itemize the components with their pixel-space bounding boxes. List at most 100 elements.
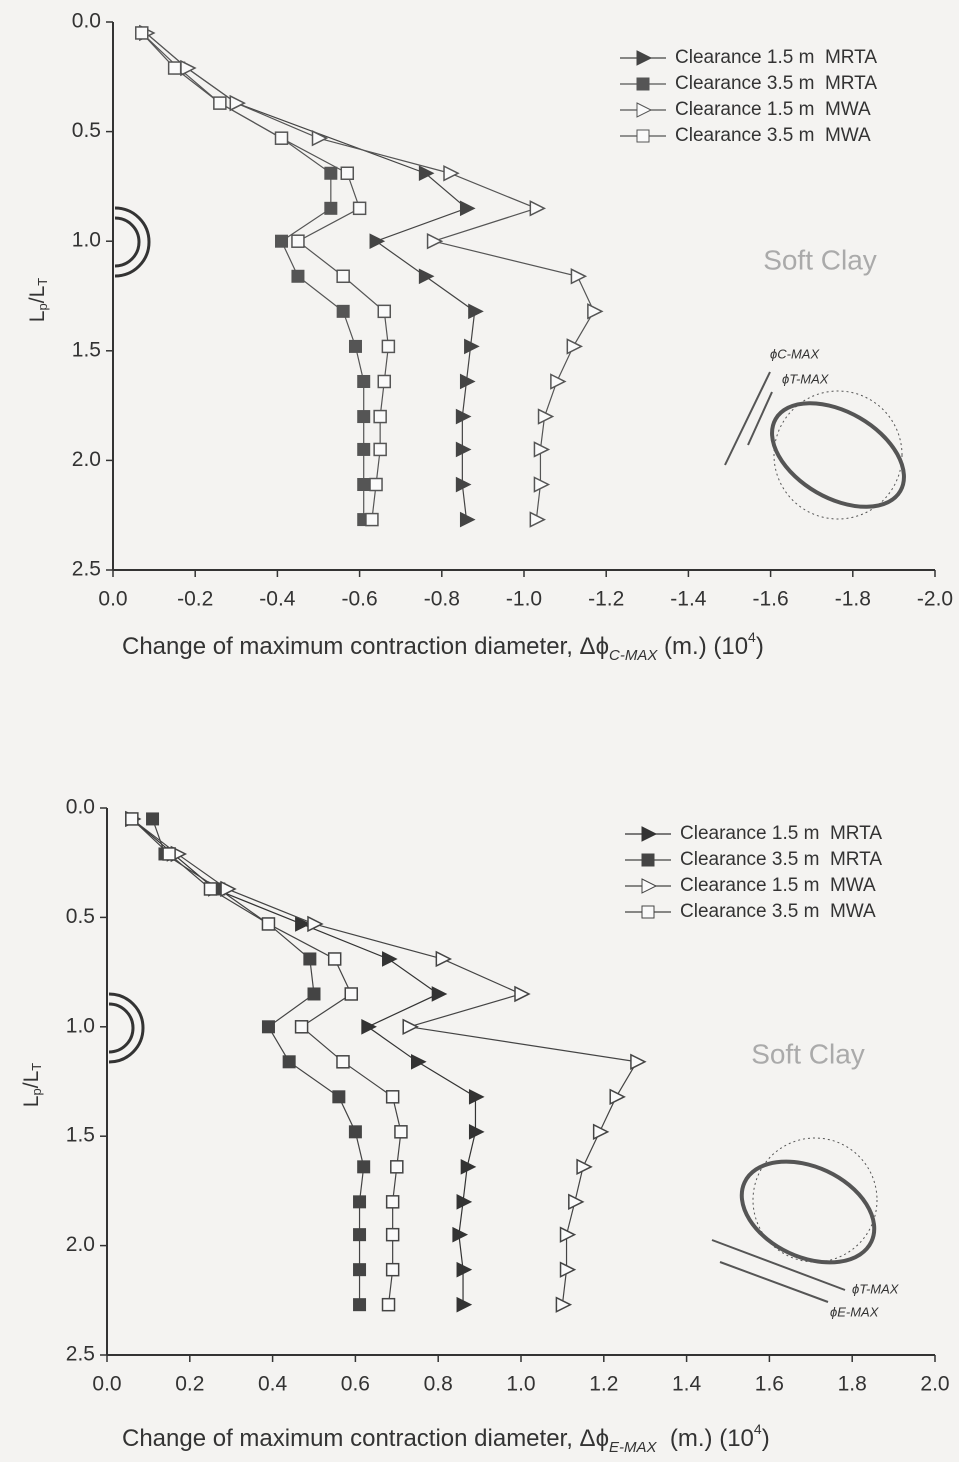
- marker: [459, 511, 476, 528]
- marker: [135, 26, 149, 40]
- marker: [348, 1125, 362, 1139]
- x-tick-label: 1.2: [589, 1373, 618, 1396]
- x-tick-label: -1.0: [506, 588, 542, 611]
- marker: [229, 94, 246, 112]
- marker: [431, 986, 448, 1002]
- marker: [357, 478, 371, 492]
- label-part: p: [35, 303, 50, 310]
- marker: [418, 268, 435, 285]
- marker: [550, 373, 567, 390]
- series-line: [141, 32, 389, 520]
- marker: [576, 1158, 593, 1176]
- y-tick-label: 1.0: [66, 1014, 95, 1037]
- marker: [559, 1226, 577, 1243]
- marker: [352, 201, 367, 216]
- label-part: L: [26, 311, 49, 323]
- y-tick-label: 2.5: [66, 1343, 95, 1366]
- x-tick-label: -0.6: [342, 588, 378, 611]
- marker: [566, 338, 583, 355]
- marker: [336, 304, 350, 318]
- legend-label: Clearance 3.5 m MRTA: [680, 849, 882, 870]
- marker: [385, 1227, 400, 1242]
- marker: [455, 441, 472, 458]
- x-tick-label: 1.4: [672, 1373, 702, 1396]
- marker: [455, 408, 472, 425]
- marker: [275, 234, 289, 248]
- marker: [167, 61, 182, 75]
- label-part: /L: [20, 1071, 43, 1089]
- y-axis-label: Lp/LT: [20, 1063, 45, 1107]
- annotation: Soft Clay: [763, 244, 877, 275]
- chart: 0.0 -0.2 -0.4 -0.6 -0.8 -1.0 -1.2 -1.4 -1.6 -1.8 -…: [26, 10, 954, 664]
- diagram-label: ϕT-MAX: [852, 1281, 900, 1296]
- y-tick-label: 0.5: [72, 119, 101, 142]
- legend-marker: [636, 50, 653, 66]
- tunnel-icon: [108, 206, 151, 1064]
- legend-label: Clearance 1.5 m MWA: [680, 875, 876, 896]
- label-part: E-MAX: [609, 1439, 658, 1456]
- y-tick-label: 1.5: [66, 1124, 95, 1147]
- x-tick-label: -1.4: [670, 588, 707, 611]
- marker: [630, 1053, 647, 1071]
- y-tick-label: 2.0: [66, 1233, 95, 1256]
- series-line: [151, 818, 365, 1305]
- legend-marker: [641, 905, 655, 919]
- marker: [365, 512, 379, 527]
- marker: [336, 269, 350, 284]
- marker: [311, 129, 329, 147]
- marker: [443, 165, 460, 182]
- marker: [435, 950, 453, 968]
- legend-label: Clearance 1.5 m MRTA: [675, 47, 877, 68]
- x-tick-label: 0.6: [341, 1373, 370, 1396]
- label-part: Change of maximum contraction diameter, …: [122, 1425, 609, 1452]
- marker: [303, 952, 317, 966]
- y-axis-label: Lp/LT: [26, 278, 51, 322]
- x-tick-label: -0.8: [424, 588, 460, 611]
- marker: [125, 812, 139, 826]
- marker: [377, 374, 392, 389]
- marker: [146, 812, 160, 826]
- marker: [592, 1123, 610, 1141]
- legend-label: Clearance 1.5 m MRTA: [680, 823, 882, 844]
- marker: [373, 442, 387, 457]
- marker: [382, 951, 398, 967]
- marker: [529, 511, 547, 528]
- x-tick-label: 1.0: [506, 1373, 535, 1396]
- marker: [291, 234, 305, 248]
- marker: [282, 1055, 296, 1069]
- marker: [344, 987, 359, 1001]
- legend-label: Clearance 3.5 m MWA: [675, 125, 871, 146]
- marker: [390, 1160, 404, 1174]
- x-tick-label: -2.0: [917, 588, 953, 611]
- legend-label: Clearance 1.5 m MWA: [675, 99, 871, 120]
- series-line: [145, 32, 476, 520]
- x-tick-label: 0.8: [424, 1373, 453, 1396]
- legend-marker: [641, 853, 655, 867]
- marker: [357, 1160, 371, 1174]
- marker: [609, 1088, 626, 1106]
- x-tick-label: 1.6: [755, 1373, 784, 1396]
- legend-label: Clearance 3.5 m MRTA: [675, 73, 877, 94]
- marker: [385, 1262, 400, 1277]
- x-tick-label: 0.4: [258, 1373, 288, 1396]
- marker: [357, 410, 371, 424]
- marker: [295, 916, 311, 932]
- marker: [357, 374, 371, 388]
- marker: [377, 304, 392, 319]
- marker: [529, 200, 547, 217]
- legend-marker: [641, 878, 658, 894]
- marker: [468, 1089, 485, 1105]
- y-tick-label: 1.0: [72, 229, 101, 252]
- marker: [555, 1296, 573, 1313]
- diagram-label: ϕT-MAX: [782, 371, 830, 386]
- marker: [361, 1018, 377, 1035]
- label-part: (m.) (10: [657, 633, 748, 660]
- label-part: ): [756, 633, 764, 660]
- marker: [332, 1090, 346, 1104]
- marker: [353, 1263, 367, 1277]
- legend-marker: [641, 826, 658, 842]
- x-tick-label: 0.2: [175, 1373, 204, 1396]
- marker: [369, 233, 386, 250]
- marker: [426, 232, 444, 250]
- y-tick-label: 2.0: [72, 448, 101, 471]
